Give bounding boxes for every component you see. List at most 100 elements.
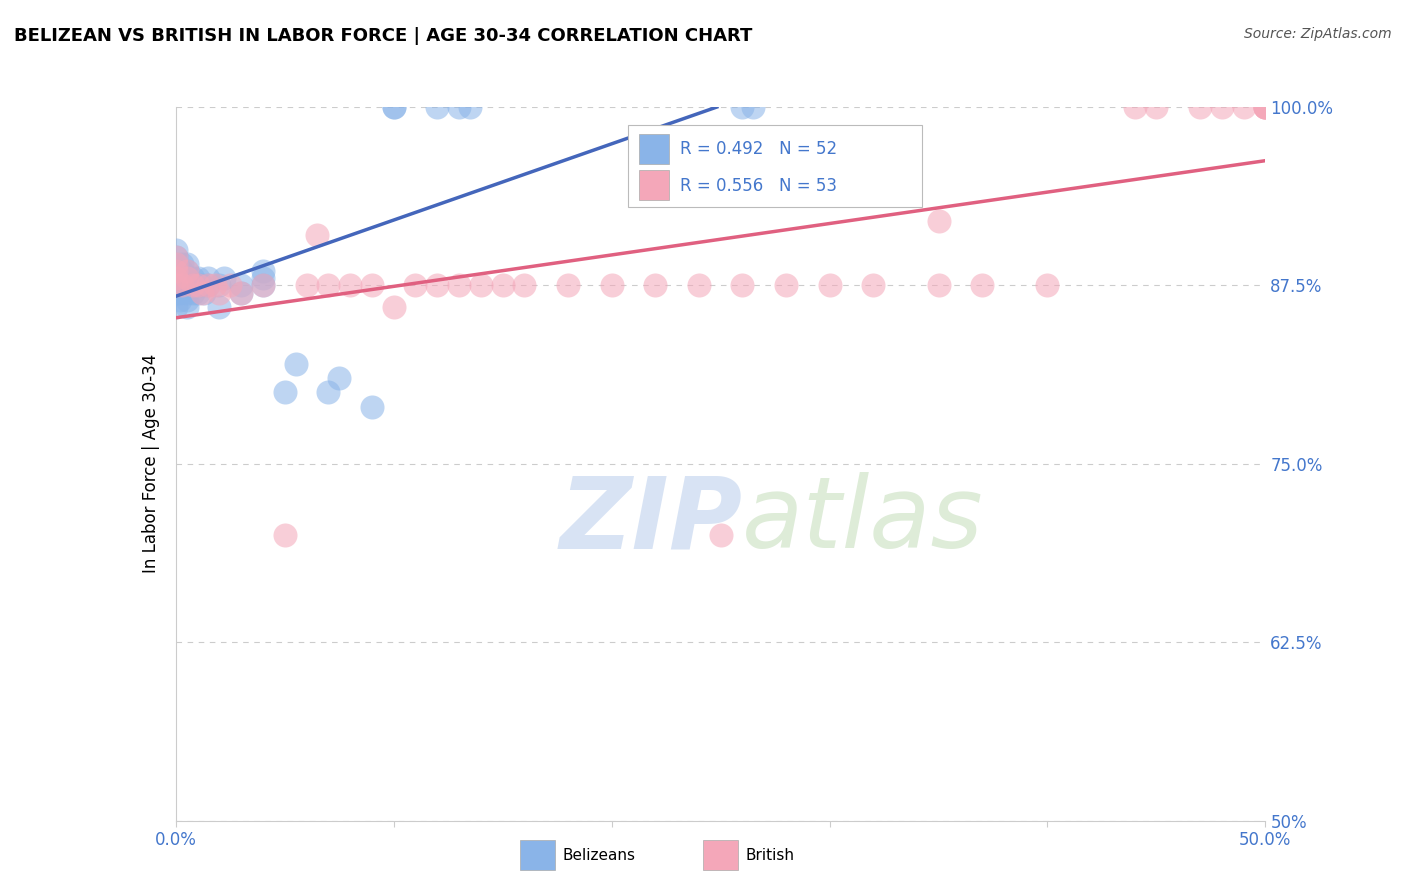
Point [1189,100,1212,114]
Point [165,278,187,293]
Point [204,278,226,293]
Point [212,271,235,285]
Point [165,257,187,271]
Text: BELIZEAN VS BRITISH IN LABOR FORCE | AGE 30-34 CORRELATION CHART: BELIZEAN VS BRITISH IN LABOR FORCE | AGE… [14,27,752,45]
FancyBboxPatch shape [628,125,922,207]
Point [165,271,187,285]
Point [165,264,187,278]
Point [295,278,318,293]
Point [165,243,187,257]
FancyBboxPatch shape [638,169,669,200]
Point [165,278,187,293]
Point [176,285,198,300]
Point [731,100,754,114]
Point [165,257,187,271]
Point [928,278,950,293]
Point [1254,100,1277,114]
Point [181,278,204,293]
Point [426,100,449,114]
Point [382,100,405,114]
Point [172,271,194,285]
Point [1144,100,1167,114]
Point [447,278,470,293]
Point [191,285,214,300]
Point [176,300,198,314]
Point [172,264,194,278]
Point [731,278,754,293]
Point [492,278,515,293]
Point [176,264,198,278]
Point [360,278,382,293]
Text: atlas: atlas [742,473,984,569]
Point [928,214,950,228]
Point [600,278,623,293]
Point [274,528,297,542]
Point [1123,100,1146,114]
Point [818,278,841,293]
Point [470,278,492,293]
Point [1254,100,1277,114]
Point [252,278,274,293]
Text: Belizeans: Belizeans [562,848,636,863]
Point [382,100,405,114]
Point [970,278,993,293]
Point [1254,100,1277,114]
FancyBboxPatch shape [638,134,669,164]
Point [186,271,209,285]
Point [172,257,194,271]
Point [252,264,274,278]
Point [165,264,187,278]
Point [208,300,231,314]
Point [458,100,481,114]
Point [284,357,307,371]
Point [165,250,187,264]
Point [382,300,405,314]
Point [169,285,191,300]
Point [307,228,329,243]
Point [197,278,219,293]
Point [426,278,449,293]
Point [557,278,579,293]
Point [1211,100,1233,114]
Point [405,278,427,293]
Point [447,100,470,114]
Point [775,278,797,293]
Point [191,278,214,293]
Point [186,278,209,293]
Point [176,264,198,278]
Point [172,278,194,293]
Text: Source: ZipAtlas.com: Source: ZipAtlas.com [1244,27,1392,41]
Point [208,278,231,293]
Point [1232,100,1256,114]
Point [181,271,204,285]
Point [180,278,202,293]
Point [165,285,187,300]
Point [169,293,191,307]
Point [176,257,198,271]
Point [181,285,204,300]
Point [197,271,219,285]
Point [197,278,219,293]
Text: British: British [745,848,794,863]
Point [165,300,187,314]
Text: R = 0.492   N = 52: R = 0.492 N = 52 [681,140,838,158]
Point [339,278,361,293]
Y-axis label: In Labor Force | Age 30-34: In Labor Force | Age 30-34 [142,354,160,574]
Point [688,278,710,293]
Point [252,271,274,285]
Point [1254,100,1277,114]
Point [172,271,194,285]
Point [176,271,198,285]
Point [252,278,274,293]
Point [208,285,231,300]
Point [193,285,215,300]
Point [318,385,340,400]
Point [318,278,340,293]
Point [172,278,194,293]
Point [742,100,765,114]
Point [360,400,382,414]
Point [1254,100,1277,114]
Point [219,278,242,293]
Point [186,285,209,300]
Text: ZIP: ZIP [560,473,742,569]
